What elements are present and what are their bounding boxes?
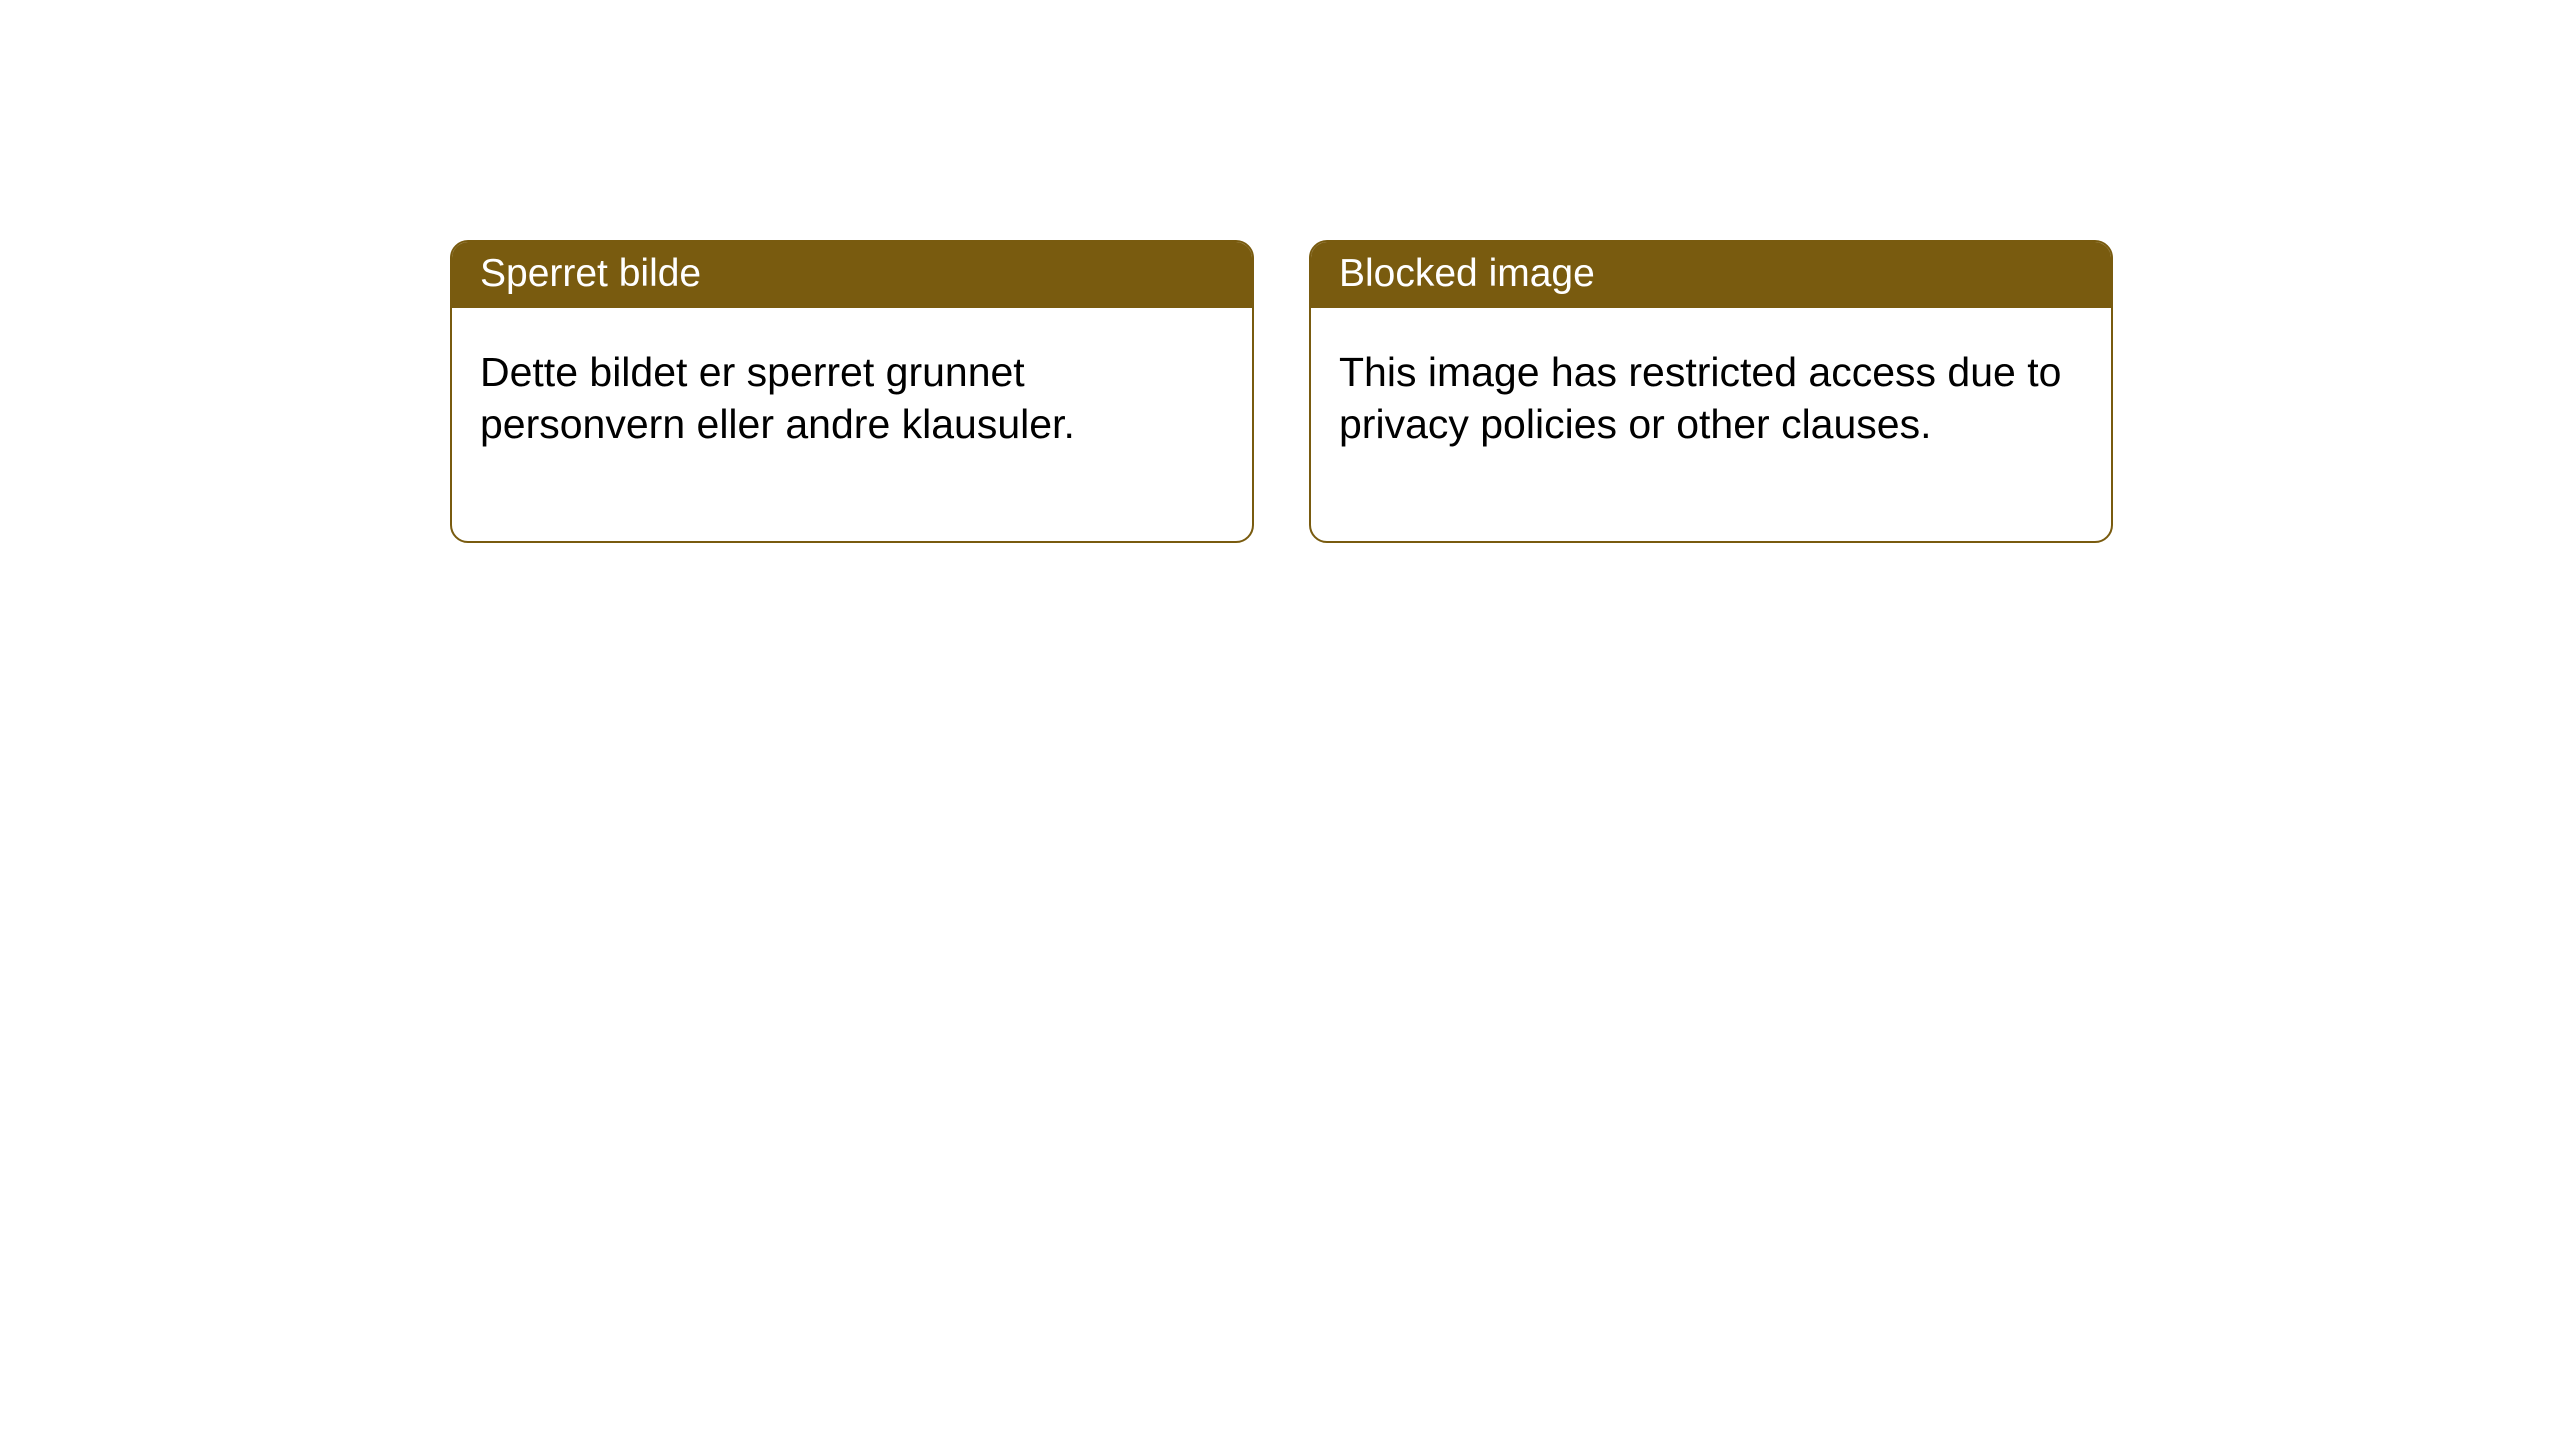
notice-box-norwegian: Sperret bilde Dette bildet er sperret gr… (450, 240, 1254, 543)
notice-title: Blocked image (1311, 242, 2111, 308)
notice-title: Sperret bilde (452, 242, 1252, 308)
notice-box-english: Blocked image This image has restricted … (1309, 240, 2113, 543)
notice-container: Sperret bilde Dette bildet er sperret gr… (0, 0, 2560, 543)
notice-body: This image has restricted access due to … (1311, 308, 2111, 541)
notice-body: Dette bildet er sperret grunnet personve… (452, 308, 1252, 541)
